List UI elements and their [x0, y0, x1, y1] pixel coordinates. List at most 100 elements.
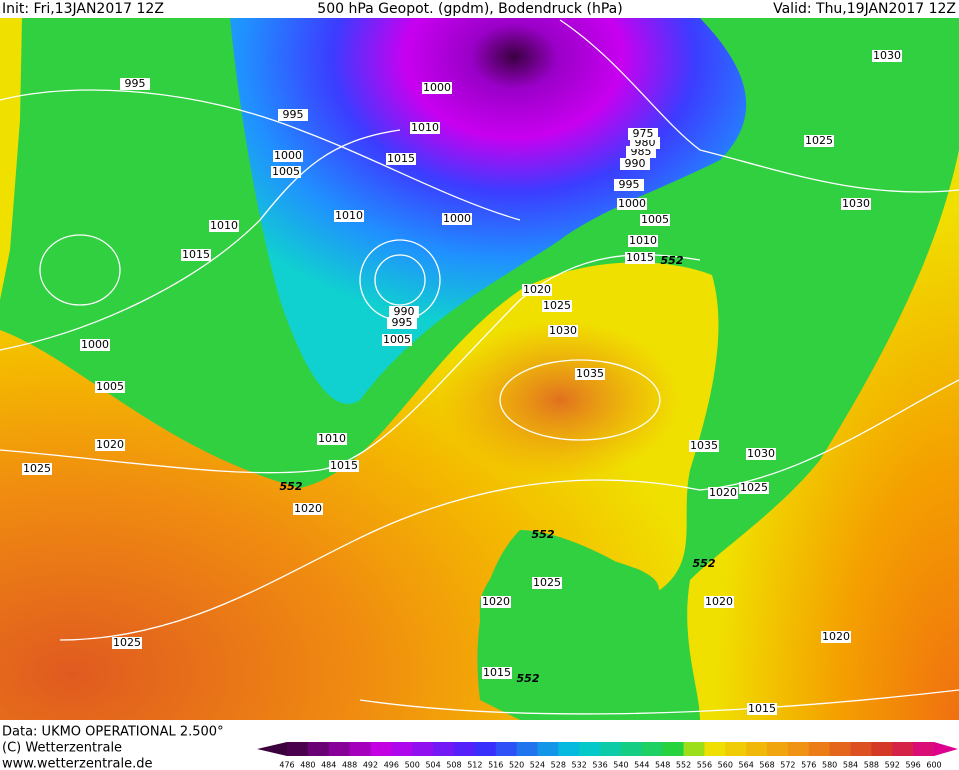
copyright: (C) Wetterzentrale: [2, 741, 122, 756]
contour-label: 1025: [543, 299, 571, 312]
contour-label: 990: [625, 157, 646, 170]
label-box: [317, 433, 347, 445]
label-box: [95, 381, 125, 393]
contour-label: 1020: [294, 502, 322, 515]
contour-label: 1000: [274, 149, 302, 162]
colorbar-label: 484: [321, 761, 336, 770]
label-box: [120, 78, 150, 90]
isobar-label: 1025: [112, 636, 142, 649]
contour-label: 1025: [23, 462, 51, 475]
contour-label: 1020: [822, 630, 850, 643]
colorbar-label: 488: [342, 761, 357, 770]
label-box: [80, 339, 110, 351]
valid-time: Valid: Thu,19JAN2017 12Z: [773, 1, 956, 17]
warm-region: [687, 150, 959, 720]
contour-label: 995: [619, 178, 640, 191]
isobar: [374, 254, 426, 306]
label-box: [542, 300, 572, 312]
isobar-label: 1000: [80, 338, 110, 351]
isobar-label: 1010: [317, 432, 347, 445]
isobar-label: 1030: [746, 447, 776, 460]
isobar-label: 990: [389, 305, 419, 318]
contour-label: 1000: [81, 338, 109, 351]
contour-label: 1010: [318, 432, 346, 445]
contour-label: 1025: [533, 576, 561, 589]
isobar-label: 1000: [273, 149, 303, 162]
colorbar-swatch: [537, 742, 559, 756]
warm-core: [440, 320, 680, 480]
isobar-label: 1000: [442, 212, 472, 225]
label-box: [271, 166, 301, 178]
colorbar-label: 508: [446, 761, 461, 770]
colorbar-label: 556: [697, 761, 712, 770]
isobar-label: 1010: [410, 121, 440, 134]
contour-label: 1020: [482, 595, 510, 608]
label-box: [442, 213, 472, 225]
contour-label: 1010: [411, 121, 439, 134]
colorbar-swatch: [829, 742, 852, 756]
label-box: [482, 667, 512, 679]
contour-label: 1000: [423, 81, 451, 94]
label-box: [273, 150, 303, 162]
label-box: [278, 109, 308, 121]
colorbar-label: 544: [634, 761, 649, 770]
colorbar-swatch: [412, 742, 434, 756]
contour-label: 1025: [740, 481, 768, 494]
contour-label: 552: [280, 480, 303, 493]
isobar-label: 1010: [209, 219, 239, 232]
isobar-label: 1020: [522, 283, 552, 296]
label-box: [481, 596, 511, 608]
colorbar-label: 500: [405, 761, 420, 770]
contour-label: 1015: [330, 459, 358, 472]
isobar-label: 1020: [95, 438, 125, 451]
colorbar-label: 552: [676, 761, 691, 770]
colorbar-swatch: [391, 742, 413, 756]
cold-region: [230, 18, 747, 404]
colorbar-label: 496: [384, 761, 399, 770]
contour-label: 995: [125, 77, 146, 90]
colorbar-swatch: [850, 742, 872, 756]
colorbar-label: 576: [801, 761, 816, 770]
contour-label: 1015: [748, 702, 776, 715]
isobar-label: 1000: [617, 197, 647, 210]
colorbar-swatch: [767, 742, 789, 756]
isobar-label: 1025: [804, 134, 834, 147]
isobar-label: 1005: [640, 213, 670, 226]
contour-label: 1000: [443, 212, 471, 225]
contour-label: 1005: [272, 165, 300, 178]
label-box: [872, 50, 902, 62]
contour-label: 1015: [483, 666, 511, 679]
contour-label: 995: [283, 108, 304, 121]
isobar: [0, 254, 701, 474]
label-box: [387, 317, 417, 329]
isobar-label: 1005: [382, 333, 412, 346]
label-box: [389, 306, 419, 318]
map-title: 500 hPa Geopot. (gpdm), Bodendruck (hPa): [317, 1, 622, 17]
isobar: [559, 19, 959, 193]
contour-label: 1030: [747, 447, 775, 460]
label-box: [112, 637, 142, 649]
isobar-label: 1015: [747, 702, 777, 715]
cut-off-low: [479, 550, 659, 690]
colorbar-label: 492: [363, 761, 378, 770]
label-box: [410, 122, 440, 134]
colorbar-swatch: [892, 742, 914, 756]
colorbar-label: 568: [759, 761, 774, 770]
colorbar-swatch: [495, 742, 518, 756]
contour-label: 1020: [96, 438, 124, 451]
colorbar-label: 516: [488, 761, 503, 770]
isobar-label: 995: [278, 108, 308, 121]
colorbar-label: 480: [300, 761, 315, 770]
label-box: [95, 439, 125, 451]
label-box: [386, 153, 416, 165]
isobar: [499, 359, 661, 441]
label-box: [841, 198, 871, 210]
isobar-label: 1005: [95, 380, 125, 393]
isobar-label: 1005: [271, 165, 301, 178]
label-box: [209, 220, 239, 232]
colorbar-label: 540: [613, 761, 628, 770]
isobar-label: 1000: [422, 81, 452, 94]
colorbar-label: 528: [551, 761, 566, 770]
isobar-label: 1030: [841, 197, 871, 210]
isobar-label: 1025: [542, 299, 572, 312]
